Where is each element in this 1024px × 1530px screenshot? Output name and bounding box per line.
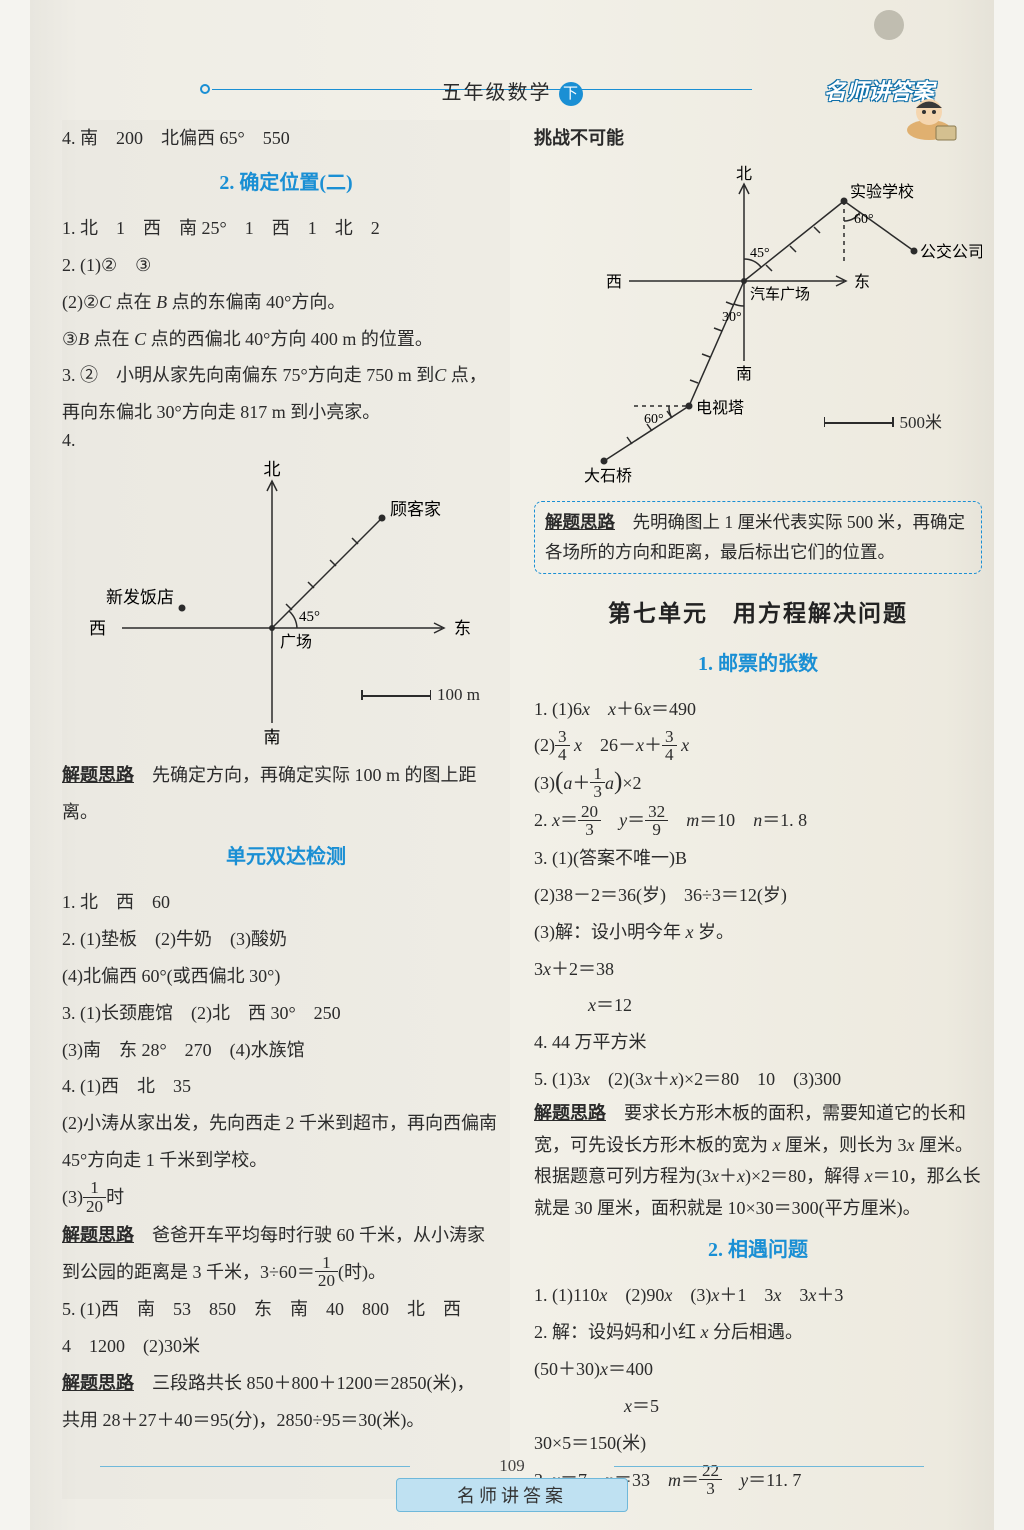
right-column: 挑战不可能 (534, 120, 982, 1499)
svg-text:公交公司: 公交公司 (920, 243, 982, 261)
hint-label: 解题思路 (62, 1373, 134, 1393)
text-line: (3)120时 (62, 1179, 510, 1216)
hint-label: 解题思路 (62, 1225, 134, 1245)
svg-text:60°: 60° (854, 212, 874, 227)
footer-label: 名师讲答案 (396, 1478, 628, 1512)
text-line: 2. (1)垫板 (2)牛奶 (3)酸奶 (62, 921, 510, 958)
svg-text:30°: 30° (722, 310, 742, 325)
footer-rule-right (614, 1466, 924, 1467)
section-title: 1. 邮票的张数 (534, 644, 982, 685)
text-line: (3)南 东 28° 270 (4)水族馆 (62, 1032, 510, 1069)
text-line: 2. (1)② ③ (62, 247, 510, 284)
svg-text:西: 西 (606, 274, 622, 291)
fraction: 120 (315, 1254, 338, 1289)
svg-text:大石桥: 大石桥 (584, 467, 632, 485)
text-line: 到公园的距离是 3 千米，3÷60＝120(时)。 (62, 1254, 510, 1291)
scale-bar: 500米 (824, 406, 943, 441)
text-line: 共用 28＋27＋40＝95(分)，2850÷95＝30(米)。 (62, 1402, 510, 1439)
left-column: 4. 南 200 北偏西 65° 550 2. 确定位置(二) 1. 北 1 西… (62, 120, 510, 1499)
svg-text:东: 东 (854, 273, 870, 291)
label-east: 东 (454, 619, 471, 638)
label-west: 西 (89, 619, 106, 638)
hint-label: 解题思路 (62, 765, 134, 785)
svg-text:45°: 45° (750, 246, 770, 261)
label-north: 北 (264, 460, 281, 479)
text-line: 3. ② 小明从家先向南偏东 75°方向走 750 m 到C 点， (62, 357, 510, 394)
section-title: 2. 相遇问题 (534, 1230, 982, 1271)
text-line: 4. 44 万平方米 (534, 1024, 982, 1061)
text-line: (2)②C 点在 B 点的东偏南 40°方向。 (62, 284, 510, 321)
text-line: (2)38－2＝36(岁) 36÷3＝12(岁) (534, 877, 982, 914)
text-line: (2)小涛从家出发，先向西走 2 千米到超市，再向西偏南 45°方向走 1 千米… (62, 1105, 510, 1179)
text-line: 1. 北 1 西 南 25° 1 西 1 北 2 (62, 210, 510, 247)
text-line: 1. (1)110x (2)90x (3)x＋1 3x 3x＋3 (534, 1277, 982, 1314)
text-line: 再向东偏北 30°方向走 817 m 到小亮家。 (62, 394, 510, 431)
text-line: (2)34 x 26－x＋34 x (534, 727, 982, 764)
text-line: 1. (1)6x x＋6x＝490 (534, 691, 982, 728)
scale-label: 500米 (900, 406, 943, 441)
text-line: (3)解：设小明今年 x 岁。 (534, 914, 982, 951)
svg-text:60°: 60° (644, 412, 664, 427)
text-line: ③B 点在 C 点的西偏北 40°方向 400 m 的位置。 (62, 321, 510, 358)
label-angle: 45° (299, 609, 320, 625)
text-line: 3. (1)长颈鹿馆 (2)北 西 30° 250 (62, 995, 510, 1032)
text-line: 2. x＝203 y＝329 m＝10 n＝1. 8 (534, 802, 982, 839)
hint-label: 解题思路 (534, 1103, 606, 1123)
text-line: x＝12 (534, 987, 982, 1024)
text-line: (3)(a＋13a)×2 (534, 765, 982, 802)
text-line: 解题思路 爸爸开车平均每时行驶 60 千米，从小涛家 (62, 1217, 510, 1254)
section-title: 单元双达检测 (62, 837, 510, 878)
svg-text:实验学校: 实验学校 (850, 183, 914, 201)
volume-badge: 下 (559, 82, 583, 106)
text-line: 3x＋2＝38 (534, 951, 982, 988)
hint-label: 解题思路 (545, 512, 615, 532)
diagram-plaza: 北 南 东 西 广场 顾客家 新发饭店 45° 100 m (62, 453, 510, 753)
scale-label: 100 m (437, 678, 480, 713)
text-line: (50＋30)x＝400 (534, 1351, 982, 1388)
text-line: 5. (1)西 南 53 850 东 南 40 800 北 西 (62, 1291, 510, 1328)
label-south: 南 (264, 728, 281, 747)
text-line: 4 1200 (2)30米 (62, 1328, 510, 1365)
diagram-carplaza: 北 南 东 西 汽车广场 实验学校 公交公司 电视塔 大石桥 45° 60° 3… (534, 161, 982, 491)
carplaza-diagram-svg: 北 南 东 西 汽车广场 实验学校 公交公司 电视塔 大石桥 45° 60° 3… (534, 161, 982, 491)
label-customer: 顾客家 (390, 500, 441, 519)
scale-bar: 100 m (361, 678, 480, 713)
content-area: 4. 南 200 北偏西 65° 550 2. 确定位置(二) 1. 北 1 西… (62, 120, 982, 1499)
scale-segment (361, 695, 431, 697)
fraction: 120 (83, 1179, 106, 1214)
text-line: 4. 南 200 北偏西 65° 550 (62, 120, 510, 157)
course-name: 五年级数学 (442, 82, 552, 104)
text-line: x＝5 (534, 1388, 982, 1425)
text-line: 解题思路 三段路共长 850＋800＋1200＝2850(米)， (62, 1365, 510, 1402)
section-title: 2. 确定位置(二) (62, 163, 510, 204)
q4-label: 4. (62, 431, 510, 449)
text-line: 4. (1)西 北 35 (62, 1068, 510, 1105)
binder-hole (874, 10, 904, 40)
label-plaza: 广场 (280, 633, 312, 651)
page-footer: 109 名师讲答案 (0, 1456, 1024, 1512)
svg-text:北: 北 (736, 165, 752, 183)
svg-text:电视塔: 电视塔 (696, 399, 744, 417)
text-line: 2. 解：设妈妈和小红 x 分后相遇。 (534, 1314, 982, 1351)
footer-rule-left (100, 1466, 410, 1467)
challenge-title: 挑战不可能 (534, 120, 982, 157)
text-line: 3. (1)(答案不唯一)B (534, 840, 982, 877)
text-line: 解题思路 先确定方向，再确定实际 100 m 的图上距离。 (62, 757, 510, 831)
label-restaurant: 新发饭店 (106, 588, 174, 607)
text-line: 解题思路 要求长方形木板的面积，需要知道它的长和宽，可先设长方形木板的宽为 x … (534, 1098, 982, 1224)
svg-text:南: 南 (736, 365, 752, 383)
unit-title: 第七单元 用方程解决问题 (534, 590, 982, 637)
svg-text:汽车广场: 汽车广场 (750, 286, 810, 303)
hint-box: 解题思路 先明确图上 1 厘米代表实际 500 米，再确定各场所的方向和距离，最… (534, 501, 982, 575)
text-line: (4)北偏西 60°(或西偏北 30°) (62, 958, 510, 995)
text-line: 1. 北 西 60 (62, 884, 510, 921)
page-header: 五年级数学 下 名师讲答案 (30, 60, 994, 110)
text-line: 5. (1)3x (2)(3x＋x)×2＝80 10 (3)300 (534, 1061, 982, 1098)
scale-segment (824, 422, 894, 424)
